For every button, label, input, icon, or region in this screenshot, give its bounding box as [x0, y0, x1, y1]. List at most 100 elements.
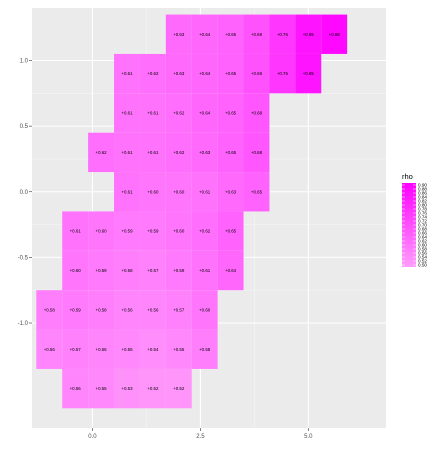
cell-value-label: +0.59 [147, 229, 159, 234]
heatmap-cell [165, 329, 192, 369]
legend-label: 0.84 [418, 195, 427, 200]
cell-value-label: +0.88 [329, 32, 341, 37]
heatmap-cell-labels: +0.63 +0.64 +0.65 +0.69 +0.76 +0.85 +0.88 +0.61… [44, 32, 341, 391]
heatmap-cell [165, 211, 192, 251]
heatmap-cell [165, 368, 192, 409]
cell-value-label: +0.57 [147, 268, 159, 273]
cell-value-label: +0.76 [277, 71, 289, 76]
x-tick-label: 0.0 [88, 434, 97, 440]
heatmap-cell [217, 172, 244, 212]
cell-value-label: +0.61 [121, 111, 133, 116]
heatmap-cell [36, 290, 63, 330]
cell-value-label: +0.61 [70, 229, 82, 234]
heatmap-cell [88, 368, 115, 409]
cell-value-label: +0.65 [225, 111, 237, 116]
legend-label: 0.82 [418, 199, 427, 204]
cell-value-label: +0.58 [44, 307, 56, 312]
cell-value-label: +0.63 [173, 32, 185, 37]
legend-label: 0.78 [418, 207, 427, 212]
y-tick-label: -1.0 [18, 321, 29, 327]
heatmap-cell [36, 329, 63, 369]
cell-value-label: +0.61 [121, 150, 133, 155]
heatmap-cell [165, 172, 192, 212]
cell-value-label: +0.52 [173, 386, 185, 391]
cell-value-label: +0.56 [121, 307, 133, 312]
cell-value-label: +0.62 [173, 111, 185, 116]
cell-value-label: +0.62 [96, 150, 108, 155]
heatmap-cell [139, 53, 166, 94]
legend-title: rho [402, 172, 413, 181]
cell-value-label: +0.54 [147, 347, 159, 352]
heatmap-cell [165, 132, 192, 173]
cell-value-label: +0.60 [173, 189, 185, 194]
legend-label: 0.66 [418, 231, 427, 236]
heatmap-cell [114, 53, 140, 94]
legend-label: 0.58 [418, 247, 427, 252]
y-axis: -1.0 -0.5 0.0 0.5 1.0 [18, 59, 32, 327]
heatmap-cell [165, 290, 192, 330]
legend-label: 0.74 [418, 215, 427, 220]
heatmap-cell [295, 53, 322, 94]
cell-value-label: +0.65 [225, 229, 237, 234]
legend-label: 0.72 [418, 219, 427, 224]
cell-value-label: +0.76 [277, 32, 289, 37]
x-tick-label: 2.5 [196, 434, 205, 440]
cell-value-label: +0.61 [147, 111, 159, 116]
cell-value-label: +0.56 [96, 347, 108, 352]
heatmap-cell [139, 211, 166, 251]
heatmap-cell [114, 290, 140, 330]
heatmap-cell [217, 250, 244, 291]
cell-value-label: +0.68 [251, 150, 263, 155]
x-axis: 0.0 2.5 5.0 [88, 428, 313, 440]
heatmap-cell [139, 250, 166, 291]
heatmap-cell [191, 14, 218, 54]
heatmap-cell [62, 290, 89, 330]
heatmap-cell [114, 93, 140, 133]
cell-value-label: +0.58 [121, 268, 133, 273]
cell-value-label: +0.52 [147, 386, 159, 391]
heatmap-cell [114, 172, 140, 212]
cell-value-label: +0.58 [199, 347, 211, 352]
heatmap-cell [295, 14, 322, 54]
cell-value-label: +0.63 [225, 189, 237, 194]
heatmap-cell [114, 368, 140, 409]
legend-label: 0.86 [418, 191, 427, 196]
heatmap-cell [243, 14, 270, 54]
cell-value-label: +0.69 [251, 71, 263, 76]
heatmap-cell [62, 368, 89, 409]
heatmap-cell [165, 93, 192, 133]
legend-label: 0.80 [418, 203, 427, 208]
heatmap-cell [217, 132, 244, 173]
cell-value-label: +0.58 [96, 307, 108, 312]
heatmap-cell [191, 329, 218, 369]
cell-value-label: +0.63 [173, 71, 185, 76]
heatmap-cell [191, 250, 218, 291]
y-tick-label: -0.5 [18, 255, 29, 261]
heatmap-cell [139, 290, 166, 330]
cell-value-label: +0.64 [225, 268, 237, 273]
heatmap-cell [191, 172, 218, 212]
heatmap-cell [88, 290, 115, 330]
legend-label: 0.50 [418, 263, 427, 268]
legend-label: 0.88 [418, 187, 427, 192]
heatmap-cell [114, 211, 140, 251]
cell-value-label: +0.62 [147, 71, 159, 76]
cell-value-label: +0.60 [147, 189, 159, 194]
y-tick-label: 0.5 [20, 124, 29, 130]
heatmap-cells [36, 14, 348, 409]
cell-value-label: +0.60 [70, 268, 82, 273]
heatmap-cell [165, 14, 192, 54]
legend-label: 0.76 [418, 211, 427, 216]
cell-value-label: +0.61 [199, 268, 211, 273]
x-tick-label: 5.0 [304, 434, 313, 440]
heatmap-cell [88, 211, 115, 251]
cell-value-label: +0.65 [251, 189, 263, 194]
cell-value-label: +0.65 [225, 71, 237, 76]
heatmap-cell [191, 93, 218, 133]
heatmap-cell [217, 93, 244, 133]
heatmap-cell [243, 53, 270, 94]
legend-label: 0.56 [418, 251, 427, 256]
cell-value-label: +0.62 [199, 229, 211, 234]
